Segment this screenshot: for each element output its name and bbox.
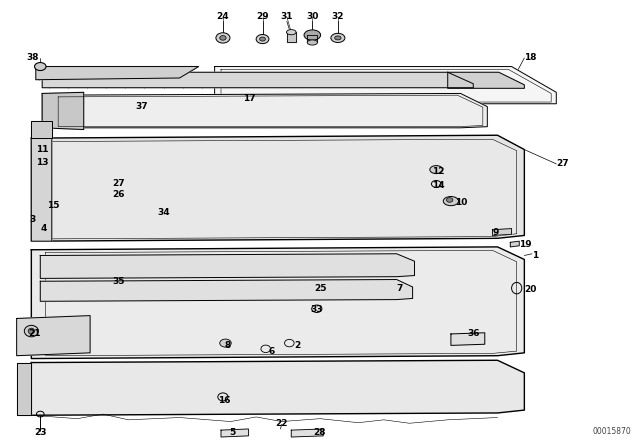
Ellipse shape	[28, 328, 35, 334]
Text: 20: 20	[524, 285, 537, 294]
Text: 3: 3	[29, 215, 36, 224]
Text: 36: 36	[467, 329, 479, 338]
Ellipse shape	[444, 197, 459, 206]
Polygon shape	[287, 32, 296, 43]
Ellipse shape	[430, 166, 443, 174]
Ellipse shape	[335, 36, 341, 40]
Text: 13: 13	[36, 158, 49, 167]
Polygon shape	[40, 280, 413, 302]
Text: 29: 29	[256, 12, 269, 21]
Polygon shape	[307, 35, 317, 43]
Polygon shape	[42, 92, 84, 129]
Polygon shape	[17, 362, 31, 415]
Ellipse shape	[220, 339, 231, 347]
Text: 00015870: 00015870	[593, 427, 632, 436]
Text: 14: 14	[432, 181, 445, 190]
Ellipse shape	[447, 198, 453, 202]
Polygon shape	[448, 72, 524, 88]
Polygon shape	[36, 67, 198, 80]
Polygon shape	[31, 121, 52, 138]
Text: 32: 32	[332, 12, 344, 21]
Text: 22: 22	[275, 419, 288, 428]
Polygon shape	[17, 315, 90, 356]
Ellipse shape	[331, 33, 345, 43]
Polygon shape	[45, 139, 516, 239]
Polygon shape	[492, 228, 511, 236]
Ellipse shape	[260, 37, 266, 41]
Text: 23: 23	[34, 428, 47, 438]
Text: 2: 2	[294, 341, 301, 350]
Polygon shape	[40, 254, 415, 278]
Text: 31: 31	[280, 12, 293, 21]
Text: 1: 1	[532, 251, 538, 260]
Text: 25: 25	[314, 284, 326, 293]
Text: 24: 24	[216, 12, 229, 21]
Text: 19: 19	[519, 240, 532, 249]
Ellipse shape	[24, 325, 38, 337]
Text: 37: 37	[135, 102, 147, 111]
Text: 10: 10	[456, 198, 468, 207]
Polygon shape	[214, 67, 556, 104]
Text: 21: 21	[28, 329, 40, 338]
Polygon shape	[451, 333, 484, 345]
Text: 28: 28	[314, 428, 326, 438]
Text: 5: 5	[230, 428, 236, 438]
Polygon shape	[31, 360, 524, 415]
Text: 4: 4	[40, 224, 47, 233]
Polygon shape	[510, 241, 519, 247]
Polygon shape	[221, 429, 248, 437]
Text: 30: 30	[306, 12, 319, 21]
Text: 38: 38	[26, 53, 39, 62]
Polygon shape	[42, 94, 487, 128]
Ellipse shape	[287, 30, 296, 35]
Text: 15: 15	[47, 201, 60, 210]
Text: 11: 11	[36, 145, 49, 154]
Text: 16: 16	[218, 396, 230, 405]
Text: 6: 6	[269, 347, 275, 356]
Text: 34: 34	[157, 208, 170, 217]
Ellipse shape	[220, 36, 226, 40]
Text: 9: 9	[492, 228, 499, 237]
Polygon shape	[31, 135, 52, 241]
Text: 33: 33	[310, 306, 323, 314]
Ellipse shape	[216, 33, 230, 43]
Polygon shape	[42, 72, 473, 88]
Ellipse shape	[307, 40, 317, 45]
Text: 18: 18	[524, 53, 537, 62]
Text: 35: 35	[113, 277, 125, 286]
Polygon shape	[291, 429, 323, 437]
Text: 27: 27	[113, 179, 125, 189]
Text: 27: 27	[556, 159, 569, 168]
Text: 26: 26	[113, 190, 125, 199]
Ellipse shape	[35, 63, 46, 70]
Text: 8: 8	[225, 341, 230, 350]
Polygon shape	[31, 135, 524, 241]
Text: 17: 17	[243, 94, 256, 103]
Text: 7: 7	[397, 284, 403, 293]
Text: 12: 12	[432, 167, 445, 176]
Ellipse shape	[304, 30, 321, 40]
Polygon shape	[31, 247, 524, 358]
Ellipse shape	[256, 34, 269, 43]
